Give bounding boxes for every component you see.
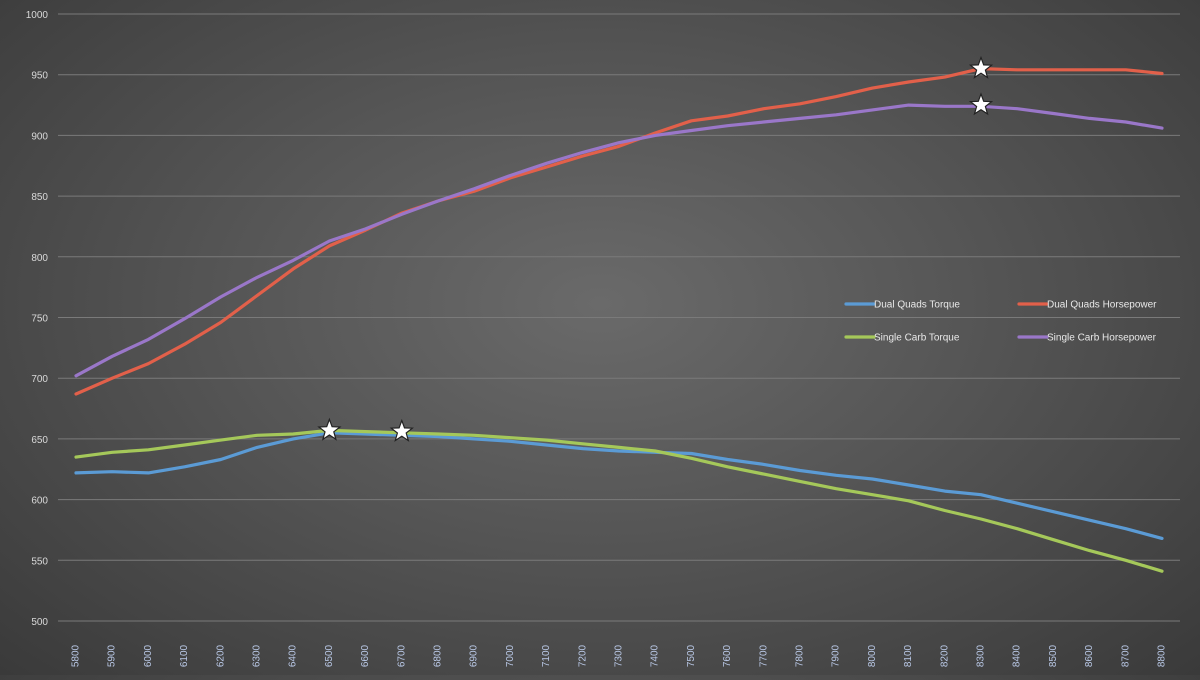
- x-tick-label: 7800: [795, 644, 806, 667]
- x-tick-label: 8300: [976, 644, 987, 667]
- y-tick-label: 750: [31, 314, 48, 325]
- legend: Dual Quads Torque Dual Quads Horsepower Si…: [844, 300, 1157, 344]
- x-tick-label: 6100: [179, 644, 190, 667]
- peak-star-icon: [389, 418, 414, 442]
- x-tick-label: 6300: [252, 644, 263, 667]
- x-axis-ticks: 5800 5900 6000 6100 6200 6300 6400 6500 6600 6700…: [71, 644, 1168, 667]
- x-tick-label: 8400: [1012, 644, 1023, 667]
- series-line-single-carb-torque: [74, 428, 1164, 573]
- legend-label: Single Carb Torque: [874, 333, 960, 344]
- y-tick-label: 1000: [26, 10, 49, 21]
- y-tick-label: 850: [31, 192, 48, 203]
- x-tick-label: 8500: [1048, 644, 1059, 667]
- peak-markers: [317, 55, 994, 442]
- series-line-dual-quads-horsepower: [74, 66, 1164, 396]
- x-tick-label: 7600: [722, 644, 733, 667]
- x-tick-label: 6700: [396, 644, 407, 667]
- y-axis-ticks: 500 550 600 650 700 750 800 850 900 950 1000: [26, 10, 49, 628]
- y-tick-label: 950: [31, 71, 48, 82]
- peak-star-icon: [317, 417, 342, 441]
- legend-label: Single Carb Horsepower: [1047, 333, 1157, 344]
- x-tick-label: 8600: [1084, 644, 1095, 667]
- x-tick-label: 6500: [324, 644, 335, 667]
- y-tick-label: 550: [31, 556, 48, 567]
- x-tick-label: 7900: [831, 644, 842, 667]
- x-tick-label: 6000: [143, 644, 154, 667]
- x-tick-label: 8200: [939, 644, 950, 667]
- x-tick-label: 8100: [903, 644, 914, 667]
- y-tick-label: 500: [31, 617, 48, 628]
- x-tick-label: 5800: [71, 644, 82, 667]
- peak-star-icon: [968, 92, 994, 116]
- x-tick-label: 5900: [107, 644, 118, 667]
- x-tick-label: 6900: [469, 644, 480, 667]
- y-tick-label: 800: [31, 253, 48, 264]
- y-tick-label: 600: [31, 496, 48, 507]
- y-tick-label: 700: [31, 374, 48, 385]
- legend-label: Dual Quads Horsepower: [1047, 300, 1157, 311]
- x-tick-label: 8800: [1157, 644, 1168, 667]
- x-tick-label: 7300: [614, 644, 625, 667]
- y-tick-label: 650: [31, 435, 48, 446]
- series-lines: [74, 66, 1164, 573]
- x-tick-label: 7500: [686, 644, 697, 667]
- series-line-dual-quads-torque: [74, 431, 1164, 541]
- x-tick-label: 8000: [867, 644, 878, 667]
- x-tick-label: 7200: [577, 644, 588, 667]
- x-tick-label: 7000: [505, 644, 516, 667]
- x-tick-label: 6800: [433, 644, 444, 667]
- peak-star-icon: [968, 55, 994, 79]
- x-tick-label: 6600: [360, 644, 371, 667]
- x-tick-label: 7700: [758, 644, 769, 667]
- x-tick-label: 6400: [288, 644, 299, 667]
- grid-lines: [58, 13, 1180, 622]
- x-tick-label: 7100: [541, 644, 552, 667]
- y-tick-label: 900: [31, 131, 48, 142]
- x-tick-label: 6200: [215, 644, 226, 667]
- legend-label: Dual Quads Torque: [874, 300, 960, 311]
- x-tick-label: 8700: [1120, 644, 1131, 667]
- x-tick-label: 7400: [650, 644, 661, 667]
